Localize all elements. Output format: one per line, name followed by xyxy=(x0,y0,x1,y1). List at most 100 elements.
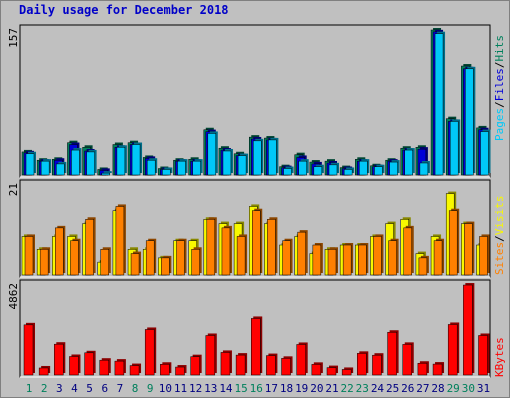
bar-pages-day-30 xyxy=(465,66,476,176)
bar-sites-day-23-face xyxy=(358,244,367,276)
x-label-day-6: 6 xyxy=(101,382,108,395)
bar-pages-day-18-face xyxy=(283,168,292,176)
bar-kbytes-day-11-face xyxy=(175,366,185,376)
x-label-day-15: 15 xyxy=(234,382,247,395)
bar-sites-day-28-face xyxy=(433,240,443,276)
bar-sites-day-31-face xyxy=(479,236,488,276)
bar-kbytes-day-29 xyxy=(447,322,460,376)
bar-pages-day-2 xyxy=(40,159,52,176)
bar-kbytes-day-4 xyxy=(69,354,81,376)
bar-sites-day-18 xyxy=(282,238,293,276)
bar-pages-day-17 xyxy=(268,137,279,176)
bar-kbytes-day-3 xyxy=(54,342,66,376)
x-label-day-19: 19 xyxy=(295,382,308,395)
x-label-day-29: 29 xyxy=(447,382,460,395)
bar-sites-day-2 xyxy=(39,247,51,276)
bar-kbytes-day-16 xyxy=(251,316,263,376)
bar-kbytes-day-10 xyxy=(160,362,172,376)
bar-kbytes-day-27 xyxy=(417,361,429,376)
bar-kbytes-day-26-face xyxy=(402,344,412,376)
bar-sites-day-6 xyxy=(100,247,111,276)
legend-pages: Pages xyxy=(493,108,506,141)
bar-pages-day-14 xyxy=(222,148,233,176)
bar-sites-day-10-face xyxy=(161,257,170,276)
x-label-day-1: 1 xyxy=(26,382,33,395)
bar-kbytes-day-25-face xyxy=(387,331,397,376)
legend-files: Files xyxy=(493,68,506,101)
bar-kbytes-day-29-face xyxy=(447,324,458,376)
x-label-day-30: 30 xyxy=(462,382,475,395)
chart-title: Daily usage for December 2018 xyxy=(19,3,229,17)
x-label-day-9: 9 xyxy=(147,382,154,395)
bar-sites-day-13 xyxy=(206,217,217,276)
bar-sites-day-29-face xyxy=(448,210,458,276)
x-label-day-2: 2 xyxy=(41,382,48,395)
bar-kbytes-day-13-face xyxy=(205,335,216,376)
bar-pages-day-7-face xyxy=(116,147,126,176)
x-label-day-17: 17 xyxy=(265,382,278,395)
visits-ymax-label: 21 xyxy=(7,183,20,196)
bar-pages-day-3-face xyxy=(56,163,65,176)
bar-sites-day-11 xyxy=(176,238,187,276)
x-label-day-27: 27 xyxy=(416,382,429,395)
legend-middle: Sites/Visits xyxy=(493,196,506,276)
bar-sites-day-3-face xyxy=(55,227,64,276)
bar-sites-day-3 xyxy=(55,225,66,276)
bar-pages-day-25 xyxy=(389,160,400,176)
bar-kbytes-day-17-face xyxy=(266,355,276,376)
bar-kbytes-day-4-face xyxy=(69,356,79,376)
bar-sites-day-4 xyxy=(70,238,81,276)
legend-sep-2: / xyxy=(493,62,506,69)
bar-sites-day-22 xyxy=(342,243,354,276)
bar-kbytes-day-20-face xyxy=(311,364,322,376)
bar-sites-day-7 xyxy=(115,204,126,276)
bar-pages-day-4-face xyxy=(71,149,80,176)
bar-sites-day-7-face xyxy=(115,206,125,276)
bar-sites-day-26 xyxy=(403,225,414,276)
legend-visits: Visits xyxy=(493,196,506,236)
bar-pages-day-18 xyxy=(283,166,294,176)
bar-sites-day-20 xyxy=(312,243,323,276)
x-label-day-11: 11 xyxy=(174,382,187,395)
bar-pages-day-11-face xyxy=(177,160,186,176)
x-label-day-18: 18 xyxy=(280,382,293,395)
bar-kbytes-day-2 xyxy=(38,365,51,376)
x-axis-labels: 1 2 3 4 5 6 7 8 9 10 11 12 13 14 15 16 17 18 19 20 21 22 23 24 2… xyxy=(26,382,490,395)
bar-pages-day-19 xyxy=(298,159,309,176)
x-label-day-4: 4 xyxy=(71,382,78,395)
bar-kbytes-day-8-face xyxy=(129,365,140,376)
bar-kbytes-day-20 xyxy=(311,362,323,376)
bar-sites-day-30-face xyxy=(464,223,473,276)
bar-sites-day-31 xyxy=(479,234,490,276)
bar-sites-day-18-face xyxy=(282,240,291,276)
hits-ymax-label: 157 xyxy=(7,28,20,48)
bar-pages-day-20 xyxy=(313,164,324,176)
bar-pages-day-13-face xyxy=(207,133,217,176)
bar-sites-day-28 xyxy=(433,238,445,276)
bar-pages-day-15-face xyxy=(237,155,247,176)
legend-sites: Sites xyxy=(493,242,506,275)
bar-pages-day-9-face xyxy=(146,159,156,176)
bar-pages-day-29 xyxy=(449,119,461,176)
bar-kbytes-day-18-face xyxy=(281,358,291,376)
bar-pages-day-22 xyxy=(343,167,355,176)
kbytes-ymax-label: 4862 xyxy=(7,283,20,310)
bar-sites-day-25-face xyxy=(388,240,397,276)
bar-sites-day-11-face xyxy=(176,240,185,276)
x-label-day-8: 8 xyxy=(132,382,139,395)
bar-sites-day-12-face xyxy=(191,249,200,276)
bar-pages-day-28-face xyxy=(434,33,444,176)
x-label-day-13: 13 xyxy=(204,382,217,395)
x-label-day-31: 31 xyxy=(477,382,490,395)
bar-pages-day-22-face xyxy=(343,169,353,176)
bar-sites-day-19-face xyxy=(297,231,306,276)
bar-kbytes-day-30 xyxy=(463,283,475,376)
x-label-day-28: 28 xyxy=(431,382,444,395)
bar-pages-day-10 xyxy=(162,167,173,176)
bar-pages-day-12 xyxy=(192,159,203,176)
bar-kbytes-day-23 xyxy=(357,351,369,376)
bar-kbytes-day-25 xyxy=(387,330,399,376)
bar-kbytes-day-26 xyxy=(402,342,414,376)
x-label-day-26: 26 xyxy=(401,382,414,395)
bar-pages-day-24 xyxy=(374,164,385,176)
